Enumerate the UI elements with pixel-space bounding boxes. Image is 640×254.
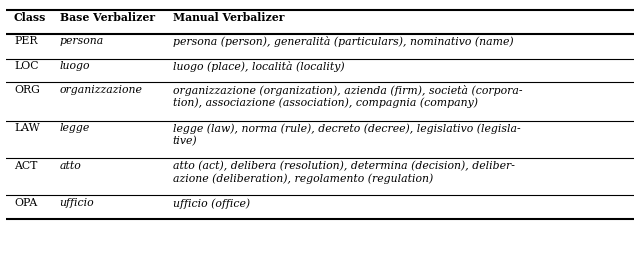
Text: persona: persona (60, 36, 104, 46)
Text: LOC: LOC (14, 61, 38, 71)
Text: organizzazione (organization), azienda (firm), società (corpora-: organizzazione (organization), azienda (… (173, 85, 522, 96)
Text: legge (law), norma (rule), decreto (decree), legislativo (legisla-: legge (law), norma (rule), decreto (decr… (173, 123, 520, 134)
Text: persona (person), generalità (particulars), nominativo (name): persona (person), generalità (particular… (173, 36, 513, 47)
Text: OPA: OPA (14, 198, 37, 208)
Text: ACT: ACT (14, 161, 37, 171)
Text: tive): tive) (173, 136, 197, 147)
Text: Manual Verbalizer: Manual Verbalizer (173, 12, 284, 24)
Text: atto: atto (60, 161, 81, 171)
Text: luogo (place), località (locality): luogo (place), località (locality) (173, 61, 344, 72)
Text: azione (deliberation), regolamento (regulation): azione (deliberation), regolamento (regu… (173, 173, 433, 184)
Text: ufficio: ufficio (60, 198, 94, 208)
Text: luogo: luogo (60, 61, 90, 71)
Text: ufficio (office): ufficio (office) (173, 198, 250, 209)
Text: LAW: LAW (14, 123, 40, 133)
Text: Class: Class (14, 12, 46, 24)
Text: tion), associazione (association), compagnia (company): tion), associazione (association), compa… (173, 98, 477, 108)
Text: organizzazione: organizzazione (60, 85, 143, 95)
Text: Base Verbalizer: Base Verbalizer (60, 12, 155, 24)
Text: atto (act), delibera (resolution), determina (decision), deliber-: atto (act), delibera (resolution), deter… (173, 161, 515, 171)
Text: PER: PER (14, 36, 37, 46)
Text: legge: legge (60, 123, 90, 133)
Text: ORG: ORG (14, 85, 40, 95)
